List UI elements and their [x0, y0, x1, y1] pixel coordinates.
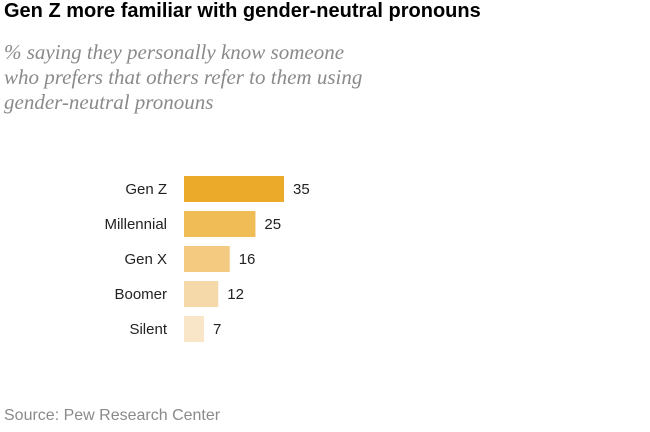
category-label: Millennial	[104, 216, 167, 233]
category-label: Gen X	[124, 251, 167, 268]
bar-row: Gen X 16	[124, 246, 255, 272]
category-label: Silent	[129, 321, 167, 338]
bar	[184, 316, 204, 342]
chart-title: Gen Z more familiar with gender-neutral …	[4, 0, 481, 22]
subtitle-line-3: gender-neutral pronouns	[4, 90, 214, 114]
bar	[184, 176, 284, 202]
bar	[184, 281, 219, 307]
bar-row: Silent 7	[129, 316, 221, 342]
bar-row: Boomer 12	[114, 281, 244, 307]
value-label: 16	[239, 251, 256, 268]
value-label: 7	[213, 321, 221, 338]
bar-chart: Gen Z 35 Millennial 25 Gen X 16 Boomer 12 Silent…	[104, 176, 310, 342]
bar	[184, 246, 230, 272]
category-label: Gen Z	[125, 181, 167, 198]
chart-subtitle: % saying they personally know someone wh…	[4, 40, 524, 115]
value-label: 25	[264, 216, 281, 233]
bar-row: Gen Z 35	[125, 176, 310, 202]
value-label: 12	[227, 286, 244, 303]
source-note: Source: Pew Research Center	[4, 407, 221, 424]
category-label: Boomer	[114, 286, 167, 303]
subtitle-line-1: % saying they personally know someone	[4, 40, 345, 64]
bar	[184, 211, 256, 237]
value-label: 35	[293, 181, 310, 198]
bar-row: Millennial 25	[104, 211, 281, 237]
subtitle-line-2: who prefers that others refer to them us…	[4, 65, 363, 89]
